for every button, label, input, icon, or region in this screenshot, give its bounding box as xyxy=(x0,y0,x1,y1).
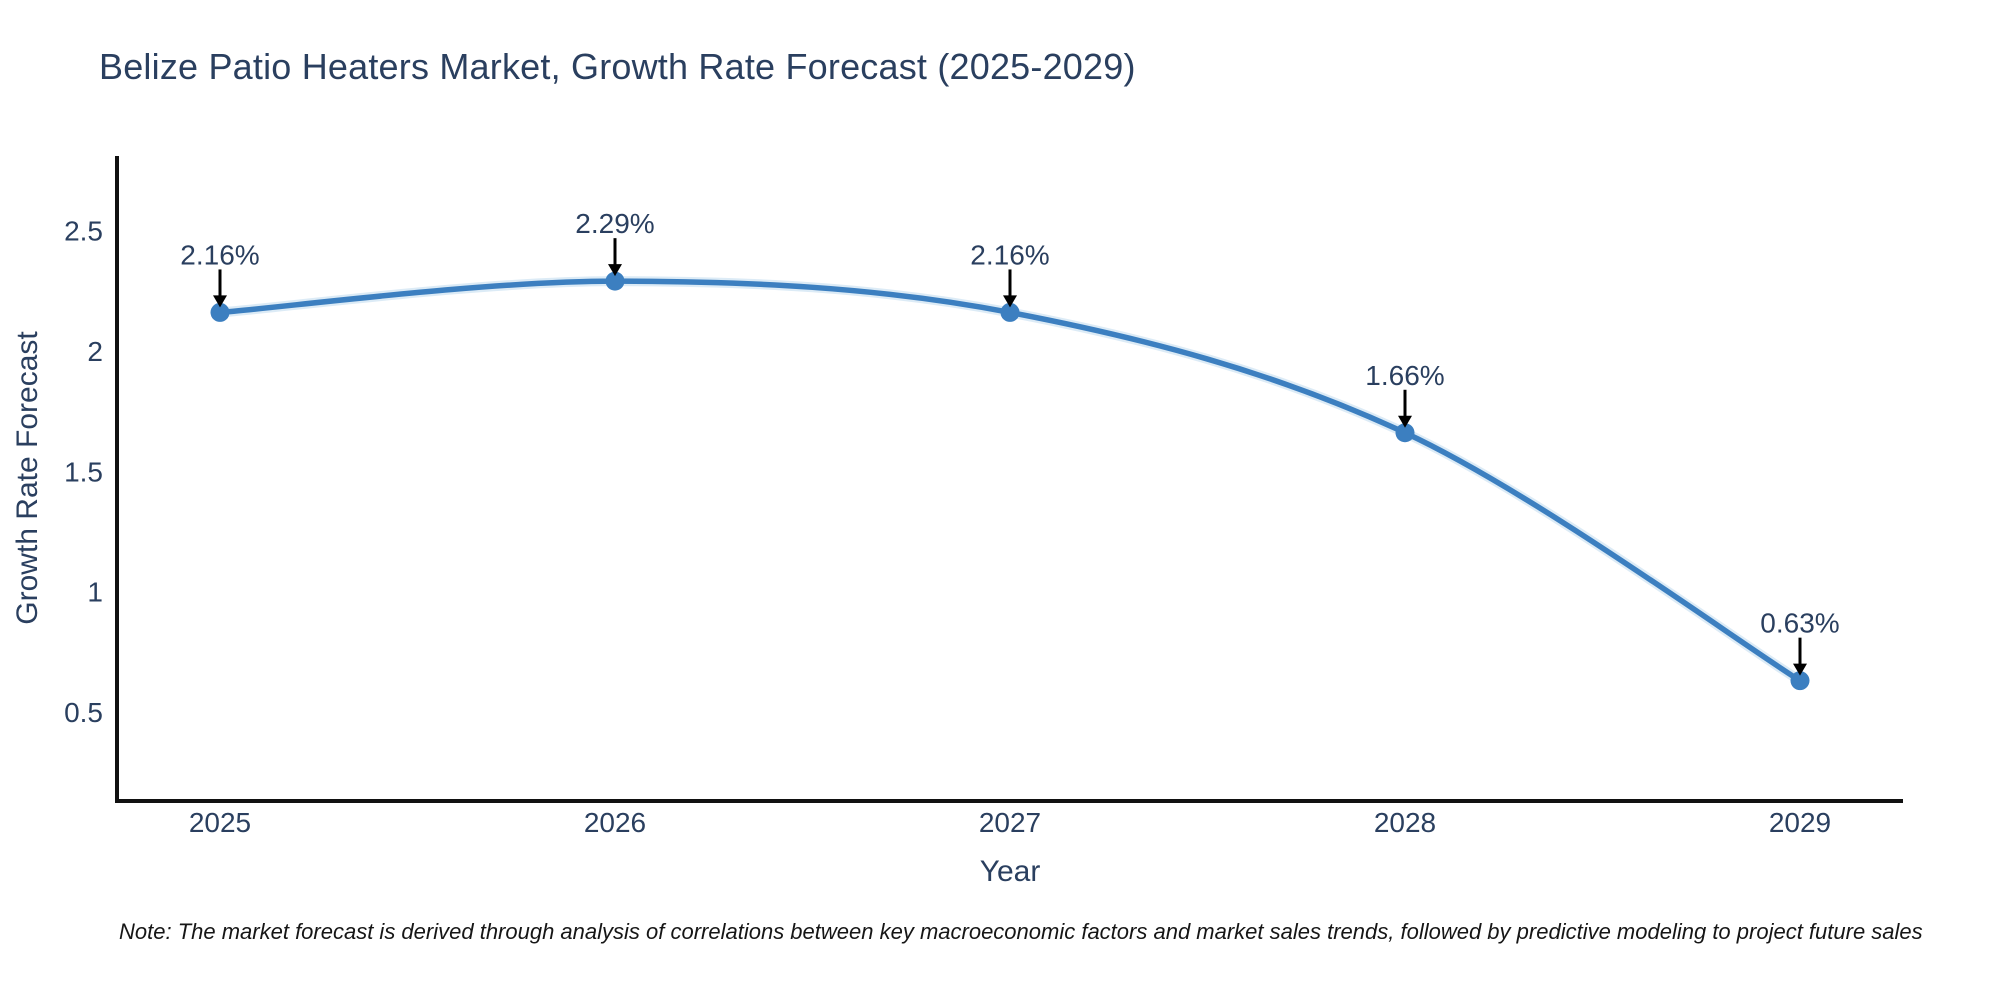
annotation-arrowhead-2029 xyxy=(1793,663,1807,676)
annotation-label-2025: 2.16% xyxy=(180,239,259,270)
annotation-arrowhead-2026 xyxy=(608,264,622,277)
annotation-label-2026: 2.29% xyxy=(575,208,654,239)
annotation-arrowhead-2025 xyxy=(213,295,227,308)
data-point-2027 xyxy=(1000,302,1020,322)
y-tick-label-2: 2 xyxy=(87,336,103,367)
y-tick-label-1.5: 1.5 xyxy=(64,456,103,487)
y-tick-label-2.5: 2.5 xyxy=(64,216,103,247)
series-line-halo xyxy=(215,276,1805,686)
y-tick-label-0.5: 0.5 xyxy=(64,697,103,728)
x-tick-label-2028: 2028 xyxy=(1374,807,1436,838)
data-point-2029 xyxy=(1790,671,1810,691)
x-tick-label-2025: 2025 xyxy=(189,807,251,838)
data-point-2026 xyxy=(605,271,625,291)
annotation-label-2029: 0.63% xyxy=(1760,608,1839,639)
data-point-2025 xyxy=(210,302,230,322)
x-axis-title: Year xyxy=(979,855,1041,888)
y-axis-title: Growth Rate Forecast xyxy=(11,331,44,625)
x-tick-label-2027: 2027 xyxy=(979,807,1041,838)
chart-note: Note: The market forecast is derived thr… xyxy=(119,919,1923,944)
annotation-arrowhead-2027 xyxy=(1003,295,1017,308)
x-tick-label-2026: 2026 xyxy=(584,807,646,838)
series-line xyxy=(217,278,1803,684)
annotation-label-2027: 2.16% xyxy=(970,239,1049,270)
y-tick-label-1: 1 xyxy=(87,577,103,608)
annotation-label-2028: 1.66% xyxy=(1365,360,1444,391)
x-tick-label-2029: 2029 xyxy=(1769,807,1831,838)
annotation-arrowhead-2028 xyxy=(1398,415,1412,428)
chart-title: Belize Patio Heaters Market, Growth Rate… xyxy=(99,46,1136,87)
data-point-2028 xyxy=(1395,423,1415,443)
